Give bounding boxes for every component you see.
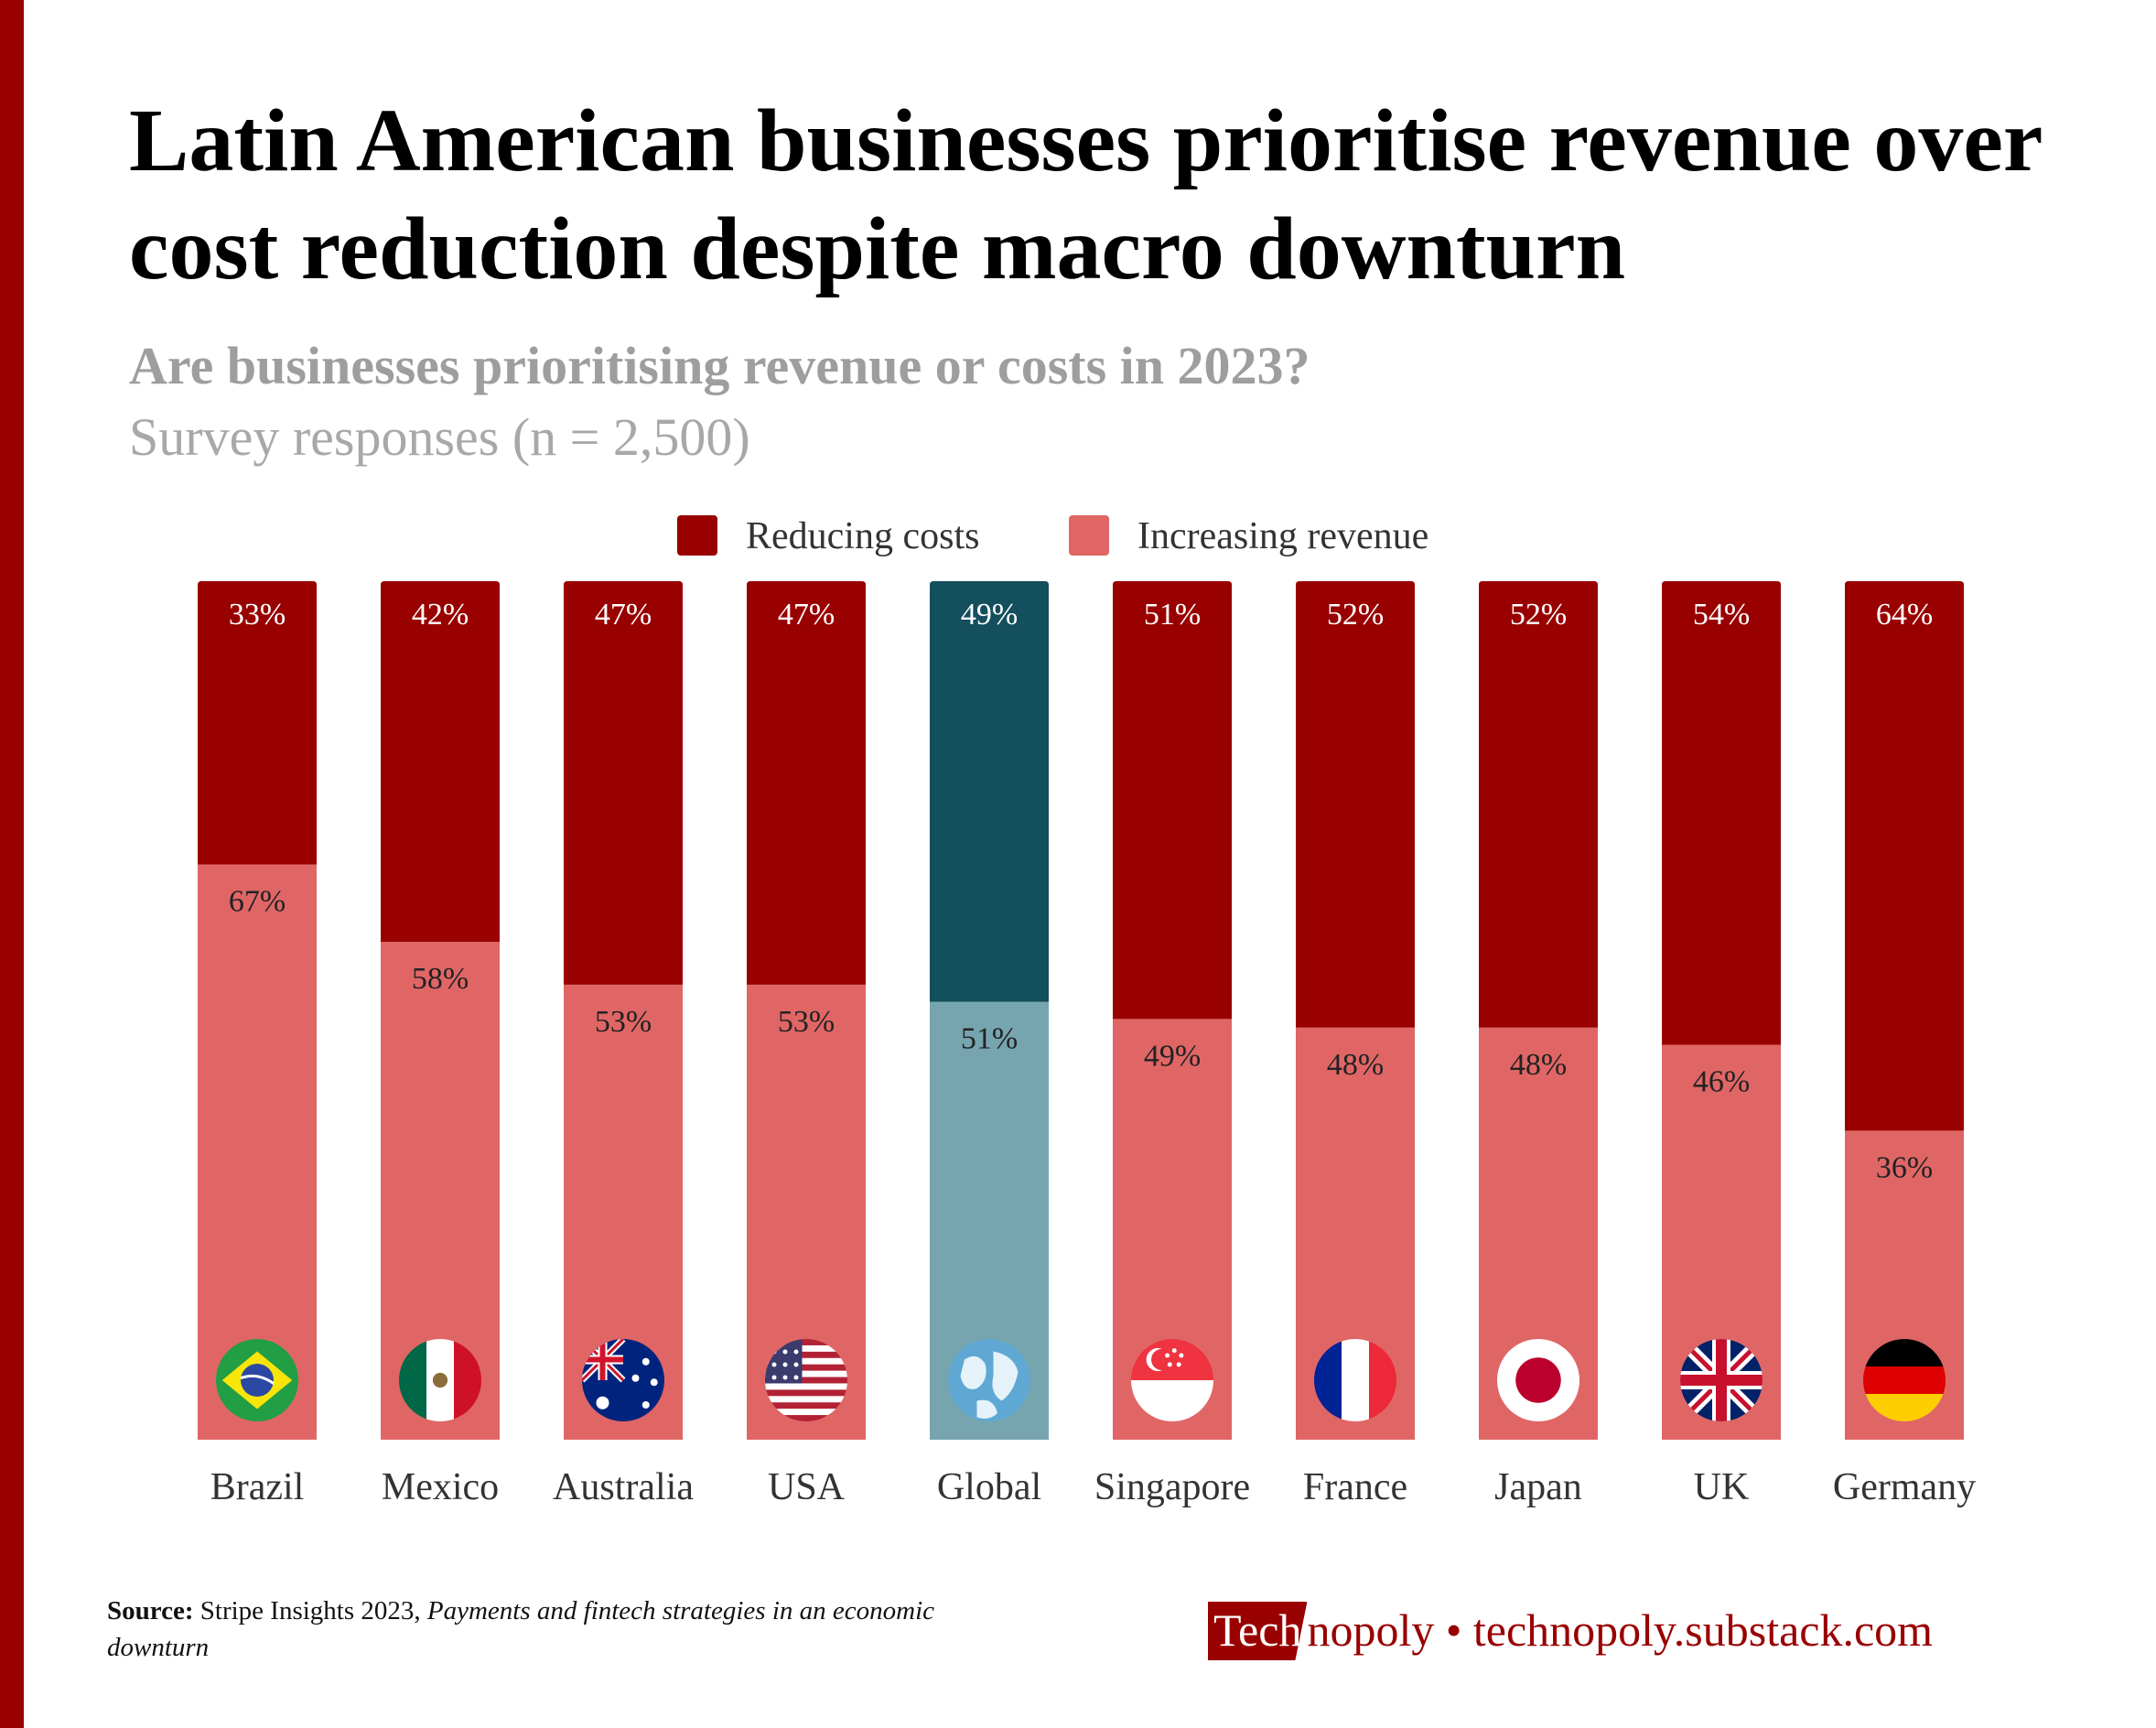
brazil-flag-icon xyxy=(216,1339,298,1421)
value-label-increasing-revenue-usa: 53% xyxy=(778,1005,835,1039)
bar-reducing-costs-australia xyxy=(564,581,683,985)
value-label-reducing-costs-singapore: 51% xyxy=(1144,598,1201,632)
value-label-increasing-revenue-mexico: 58% xyxy=(412,962,469,996)
legend-label-increasing-revenue: Increasing revenue xyxy=(1137,515,1428,557)
value-label-reducing-costs-uk: 54% xyxy=(1693,598,1750,632)
category-label-france: France xyxy=(1303,1466,1407,1508)
stacked-bar-chart: Reducing costs Increasing revenue 33% 67% Br… xyxy=(198,515,1976,1508)
legend-label-reducing-costs: Reducing costs xyxy=(746,515,979,557)
value-label-reducing-costs-australia: 47% xyxy=(595,598,652,632)
source-note: Source: Stripe Insights 2023, Payments a… xyxy=(107,1593,1022,1666)
brand-logo-box: Tech xyxy=(1208,1602,1308,1660)
bar-reducing-costs-france xyxy=(1296,581,1415,1028)
value-label-reducing-costs-global: 49% xyxy=(961,598,1018,632)
category-label-usa: USA xyxy=(768,1466,846,1508)
bar-reducing-costs-germany xyxy=(1845,581,1964,1131)
value-label-increasing-revenue-japan: 48% xyxy=(1510,1048,1567,1082)
chart-note: Survey responses (n = 2,500) xyxy=(129,407,750,467)
value-label-reducing-costs-brazil: 33% xyxy=(229,598,286,632)
value-label-increasing-revenue-uk: 46% xyxy=(1693,1065,1750,1099)
value-label-reducing-costs-usa: 47% xyxy=(778,598,835,632)
bar-reducing-costs-brazil xyxy=(198,581,317,865)
bar-reducing-costs-global xyxy=(930,581,1049,1002)
legend-swatch-increasing-revenue xyxy=(1069,515,1109,556)
bar-reducing-costs-mexico xyxy=(381,581,500,942)
japan-flag-icon xyxy=(1497,1339,1579,1421)
brand-footer: Tech nopoly • technopoly.substack.com xyxy=(1208,1602,1933,1666)
bar-reducing-costs-japan xyxy=(1479,581,1598,1028)
category-label-germany: Germany xyxy=(1833,1466,1976,1508)
singapore-flag-icon xyxy=(1131,1339,1213,1421)
source-label: Source: xyxy=(107,1596,194,1625)
germany-flag-icon xyxy=(1863,1339,1946,1421)
uk-flag-icon xyxy=(1680,1339,1763,1421)
value-label-increasing-revenue-singapore: 49% xyxy=(1144,1039,1201,1073)
brand-name-rest: nopoly xyxy=(1307,1604,1435,1656)
australia-flag-icon xyxy=(582,1339,664,1421)
value-label-reducing-costs-france: 52% xyxy=(1327,598,1384,632)
value-label-increasing-revenue-global: 51% xyxy=(961,1022,1018,1056)
chart-title: Latin American businesses prioritise rev… xyxy=(129,92,2042,298)
bar-reducing-costs-singapore xyxy=(1113,581,1232,1020)
category-label-australia: Australia xyxy=(553,1466,694,1508)
category-label-mexico: Mexico xyxy=(382,1466,499,1508)
value-label-increasing-revenue-germany: 36% xyxy=(1876,1150,1933,1184)
globe-icon xyxy=(948,1339,1030,1421)
category-label-singapore: Singapore xyxy=(1094,1466,1250,1508)
value-label-reducing-costs-japan: 52% xyxy=(1510,598,1567,632)
accent-side-bar xyxy=(0,0,24,1728)
category-label-japan: Japan xyxy=(1494,1466,1582,1508)
value-label-increasing-revenue-australia: 53% xyxy=(595,1005,652,1039)
source-title: Payments and fintech strategies in an ec… xyxy=(107,1596,934,1662)
france-flag-icon xyxy=(1314,1339,1396,1421)
value-label-reducing-costs-mexico: 42% xyxy=(412,598,469,632)
brand-url: technopoly.substack.com xyxy=(1472,1604,1934,1656)
value-label-reducing-costs-germany: 64% xyxy=(1876,598,1933,632)
value-label-increasing-revenue-brazil: 67% xyxy=(229,885,286,919)
category-label-uk: UK xyxy=(1694,1466,1750,1508)
value-label-increasing-revenue-france: 48% xyxy=(1327,1048,1384,1082)
legend-swatch-reducing-costs xyxy=(677,515,717,556)
brand-separator: • xyxy=(1445,1604,1462,1656)
bar-reducing-costs-usa xyxy=(747,581,866,985)
category-label-brazil: Brazil xyxy=(210,1466,305,1508)
mexico-flag-icon xyxy=(399,1339,481,1421)
chart-subtitle: Are businesses prioritising revenue or c… xyxy=(129,336,1310,395)
usa-flag-icon xyxy=(765,1339,847,1421)
source-text: Stripe Insights 2023, xyxy=(199,1596,421,1625)
bar-reducing-costs-uk xyxy=(1662,581,1781,1045)
category-label-global: Global xyxy=(937,1466,1041,1508)
